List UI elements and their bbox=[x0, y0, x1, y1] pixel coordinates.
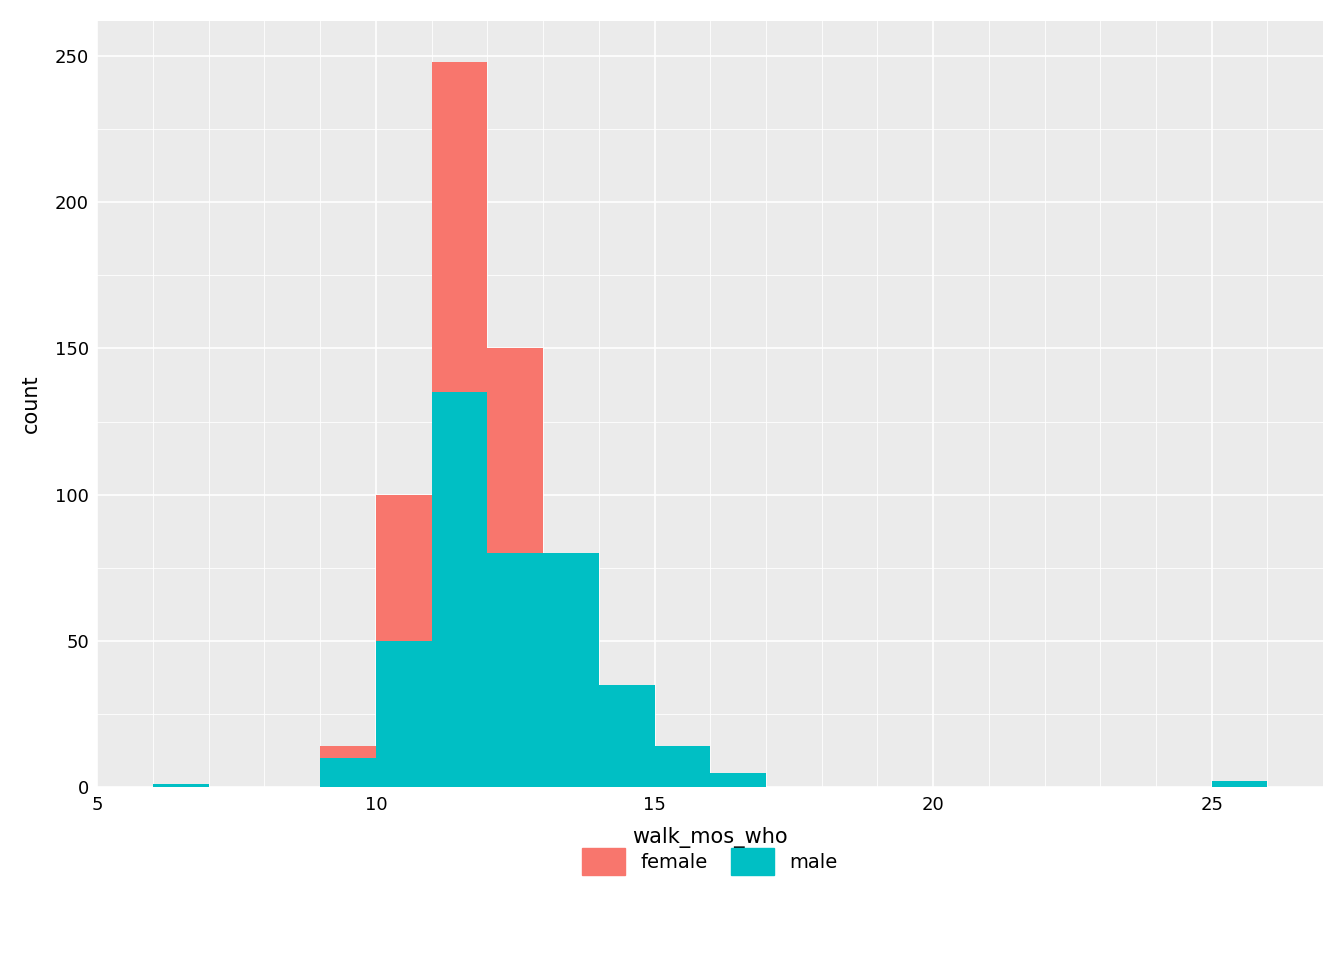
Bar bbox=[599, 684, 655, 787]
Legend: female, male: female, male bbox=[573, 838, 848, 885]
Bar bbox=[431, 393, 488, 787]
Bar bbox=[431, 61, 488, 787]
Bar bbox=[1212, 781, 1267, 787]
Bar bbox=[543, 586, 599, 787]
Bar bbox=[488, 348, 543, 787]
Bar bbox=[599, 700, 655, 787]
Bar bbox=[543, 553, 599, 787]
Bar bbox=[710, 773, 766, 787]
Bar bbox=[320, 758, 376, 787]
Bar bbox=[153, 784, 208, 787]
Bar bbox=[1212, 781, 1267, 787]
Bar bbox=[376, 641, 431, 787]
Bar bbox=[655, 773, 710, 787]
Bar bbox=[488, 553, 543, 787]
Bar bbox=[153, 784, 208, 787]
Bar bbox=[376, 494, 431, 787]
Bar bbox=[655, 746, 710, 787]
Bar bbox=[320, 746, 376, 787]
X-axis label: walk_mos_who: walk_mos_who bbox=[633, 828, 788, 849]
Y-axis label: count: count bbox=[22, 374, 40, 433]
